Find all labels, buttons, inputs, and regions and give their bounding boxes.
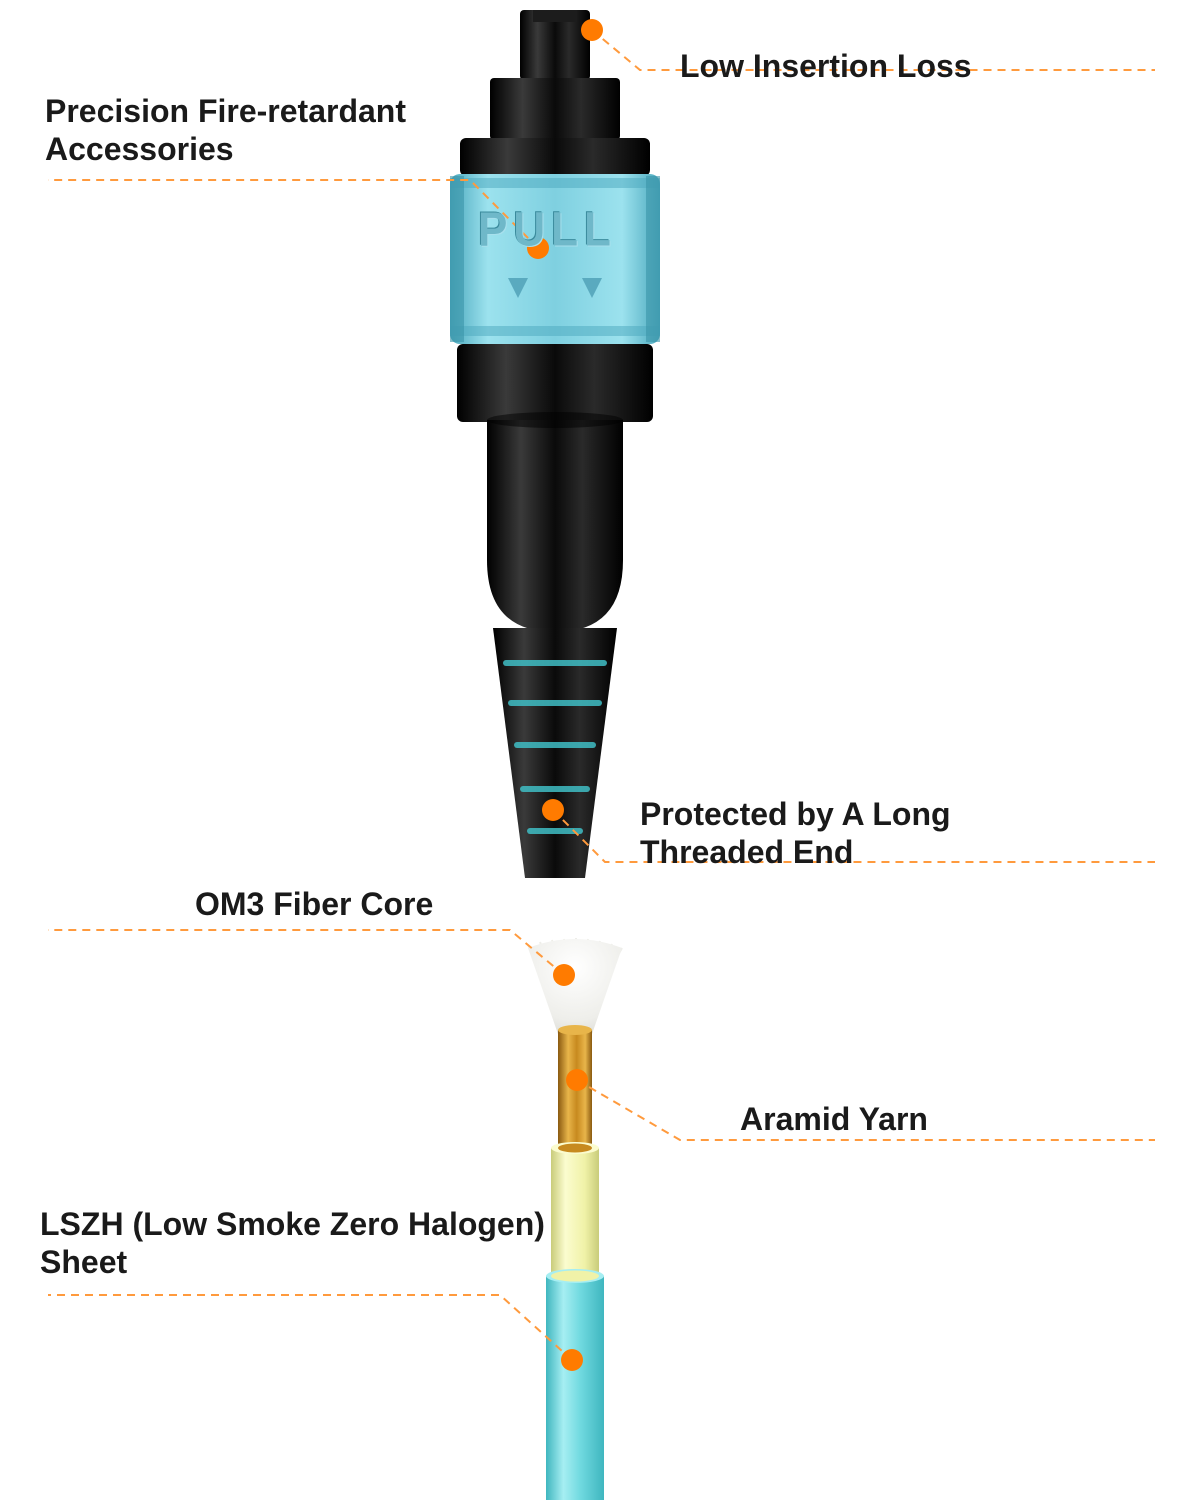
- label-lszh-sheet: LSZH (Low Smoke Zero Halogen) Sheet: [40, 1205, 545, 1282]
- label-om3-fiber-core: OM3 Fiber Core: [195, 885, 433, 923]
- pull-label: PULL: [478, 203, 617, 258]
- connector-assembly: [450, 10, 660, 878]
- leader-lszh: [48, 1295, 572, 1360]
- label-aramid-yarn: Aramid Yarn: [740, 1100, 928, 1138]
- dot-low_insertion: [581, 19, 603, 41]
- dot-om3_core: [553, 964, 575, 986]
- leader-om3_core: [48, 930, 564, 975]
- dot-protected_end: [542, 799, 564, 821]
- diagram-stage: PULL Low Insertion Loss Precision Fire-r…: [0, 0, 1200, 1500]
- label-protected-threaded-end: Protected by A Long Threaded End: [640, 795, 951, 872]
- dot-lszh: [561, 1349, 583, 1371]
- dot-aramid: [566, 1069, 588, 1091]
- label-precision-fire-retardant: Precision Fire-retardant Accessories: [45, 92, 406, 169]
- label-low-insertion-loss: Low Insertion Loss: [680, 47, 972, 85]
- leader-precision_fire: [48, 180, 538, 248]
